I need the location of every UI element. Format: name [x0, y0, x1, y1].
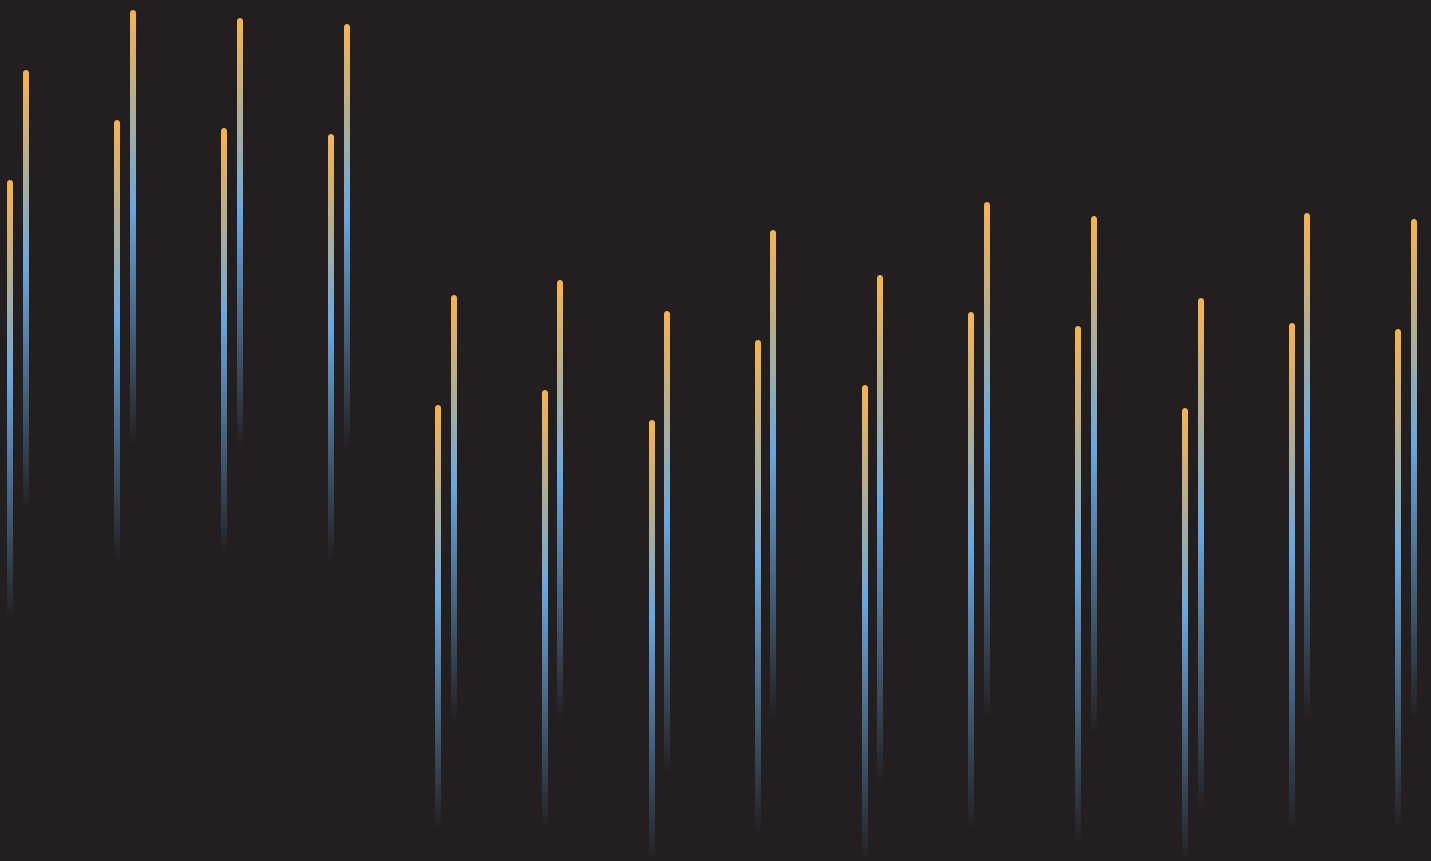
- gradient-line: [557, 280, 563, 720]
- gradient-line: [23, 70, 29, 510]
- gradient-line: [114, 120, 120, 560]
- gradient-line: [344, 24, 350, 448]
- gradient-line: [542, 390, 548, 830]
- gradient-line: [7, 180, 13, 620]
- gradient-line: [1075, 326, 1081, 845]
- gradient-line: [984, 202, 990, 720]
- gradient-line: [649, 420, 655, 861]
- gradient-line: [1304, 213, 1310, 720]
- gradient-line: [1182, 408, 1188, 861]
- gradient-line: [1411, 219, 1417, 720]
- gradient-line: [130, 10, 136, 445]
- gradient-line: [755, 340, 761, 835]
- gradient-line: [862, 385, 868, 861]
- gradient-line: [1289, 323, 1295, 830]
- gradient-line: [877, 275, 883, 785]
- gradient-line: [1091, 216, 1097, 735]
- line-group: [7, 10, 1417, 861]
- gradient-line: [221, 128, 227, 555]
- gradient-line: [328, 134, 334, 560]
- gradient-line: [1198, 298, 1204, 810]
- gradient-line: [664, 311, 670, 775]
- gradient-line: [1395, 329, 1401, 830]
- gradient-line: [237, 18, 243, 448]
- gradient-line: [451, 295, 457, 720]
- gradient-line: [435, 405, 441, 830]
- gradient-line: [968, 312, 974, 830]
- gradient-line: [770, 230, 776, 720]
